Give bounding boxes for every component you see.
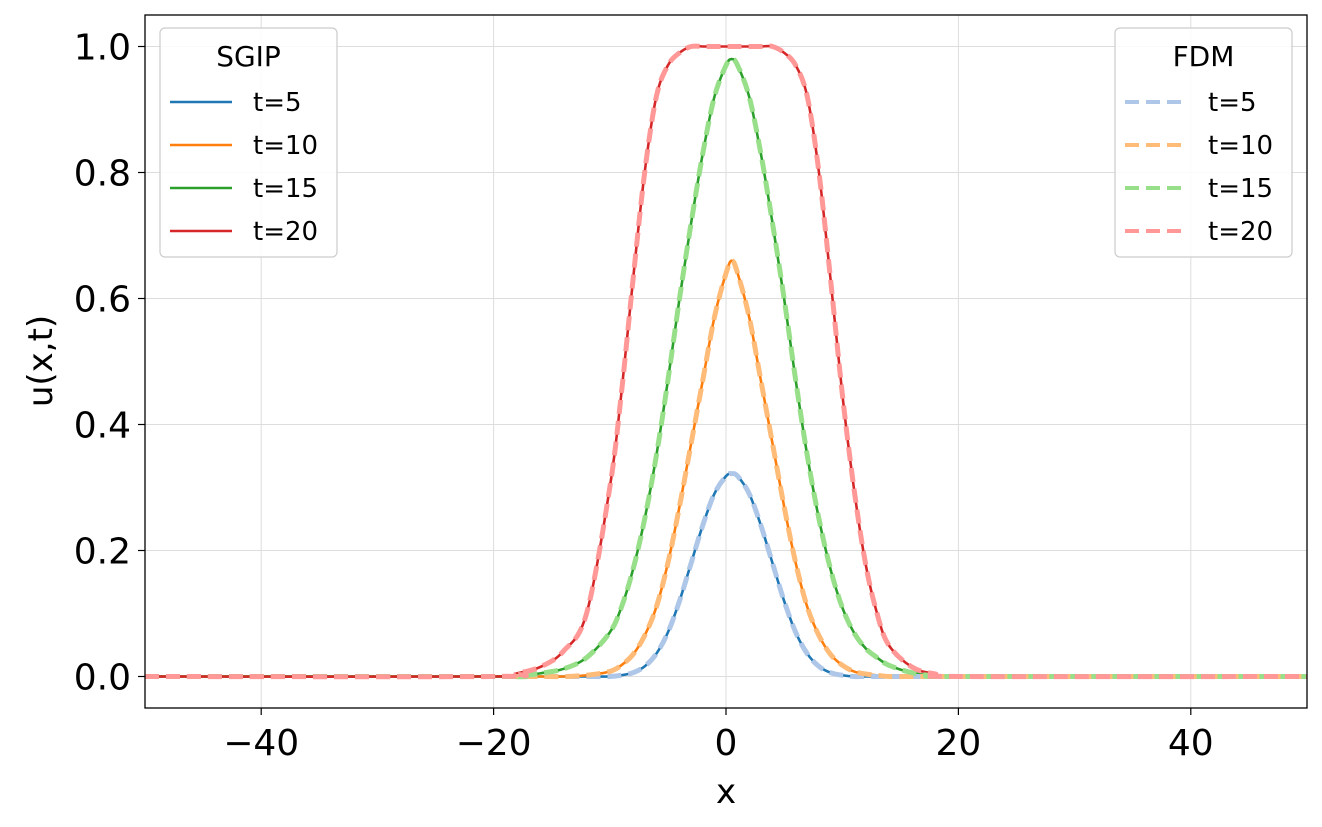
y-tick-label: 0.2 xyxy=(74,532,131,573)
x-axis-label: x xyxy=(716,772,736,812)
legend-label: t=15 xyxy=(253,174,318,204)
y-tick-label: 0.8 xyxy=(74,154,131,195)
legend-fdm: FDM t=5 t=10 t=15 t=20 xyxy=(1114,27,1293,258)
series-line-fdm-t20 xyxy=(145,43,1307,680)
legend-box xyxy=(159,27,338,258)
legend-sgip: SGIP t=5 t=10 t=15 t=20 xyxy=(159,27,338,258)
legend-label: t=5 xyxy=(1208,88,1257,118)
y-tick-label: 0.0 xyxy=(74,658,131,699)
legend-box xyxy=(1114,27,1293,258)
y-axis-label: u(x,t) xyxy=(21,315,61,407)
legend-label: t=10 xyxy=(253,131,318,161)
legends: SGIP t=5 t=10 t=15 t=20 FDM t=5 t=10 t=15 t=20 xyxy=(159,27,1293,258)
y-tick-label: 0.6 xyxy=(74,280,131,321)
legend-label: t=5 xyxy=(253,88,302,118)
legend-title: SGIP xyxy=(216,40,281,73)
legend-title: FDM xyxy=(1173,40,1235,73)
legend-label: t=20 xyxy=(253,217,318,247)
x-tick-label: 0 xyxy=(715,723,738,764)
legend-label: t=10 xyxy=(1208,131,1273,161)
legend-label: t=15 xyxy=(1208,174,1273,204)
x-tick-label: −40 xyxy=(223,723,299,764)
legend-label: t=20 xyxy=(1208,217,1273,247)
series-line-fdm-t15 xyxy=(145,56,1307,680)
axis-ticks: −40 −20 0 20 40 0.0 0.2 0.4 0.6 0.8 1.0 xyxy=(74,28,1214,765)
series-layer xyxy=(145,43,1307,680)
x-tick-label: 40 xyxy=(1168,723,1214,764)
x-tick-label: 20 xyxy=(935,723,981,764)
y-tick-label: 1.0 xyxy=(74,28,131,69)
series-line-fdm-t10 xyxy=(145,258,1307,680)
x-tick-label: −20 xyxy=(456,723,532,764)
y-tick-label: 0.4 xyxy=(74,406,131,447)
